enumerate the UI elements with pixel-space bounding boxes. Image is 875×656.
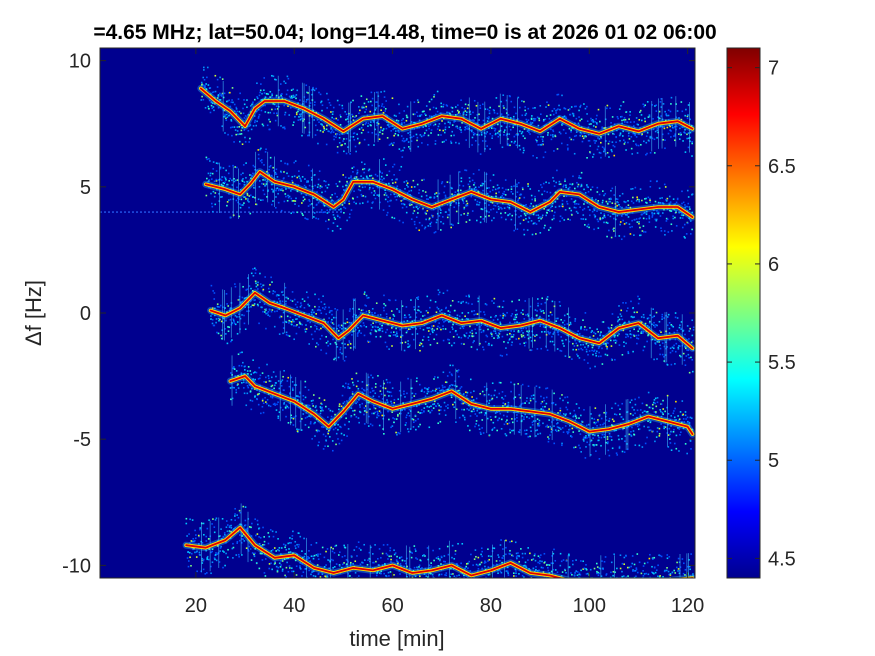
trace-ridge-4	[229, 375, 694, 435]
y-axis-ticks: 10 5 0 -5 -10	[62, 51, 695, 577]
colorbar-tick-label: 6.5	[768, 156, 796, 178]
x-tick-label: 60	[381, 595, 403, 617]
colorbar	[726, 47, 761, 579]
chart-title: =4.65 MHz; lat=50.04; long=14.48, time=0…	[93, 21, 716, 44]
colorbar-tick-label: 4.5	[768, 548, 796, 570]
y-axis-label: Δf [Hz]	[21, 280, 46, 346]
colorbar-tick-label: 7	[768, 58, 779, 80]
x-tick-label: 120	[671, 595, 704, 617]
trace-4	[226, 351, 695, 460]
y-tick-label: -5	[73, 429, 91, 451]
trace-ridge-1	[199, 87, 694, 135]
trace-ridge-2	[204, 170, 694, 218]
x-tick-label: 80	[480, 595, 502, 617]
x-tick-label: 20	[185, 595, 207, 617]
colorbar-tick-label: 5.5	[768, 352, 796, 374]
trace-1	[197, 66, 695, 159]
trace-2	[202, 147, 695, 241]
trace-ridge-3	[209, 291, 694, 350]
x-axis-ticks: 20 40 60 80 100 120	[185, 48, 704, 617]
trace-layer	[100, 66, 695, 578]
x-tick-label: 40	[283, 595, 305, 617]
colorbar-tick-label: 5	[768, 450, 779, 472]
x-tick-label: 100	[573, 595, 606, 617]
colorbar-tick-label: 6	[768, 254, 779, 276]
y-tick-label: 10	[69, 51, 91, 73]
trace-ridge-5	[185, 526, 694, 578]
y-tick-label: -10	[62, 555, 91, 577]
x-axis-label: time [min]	[349, 626, 444, 651]
colorbar-ticks: 7 6.5 6 5.5 5 4.5	[727, 58, 796, 570]
y-tick-label: 0	[80, 303, 91, 325]
y-tick-label: 5	[80, 177, 91, 199]
plot-area	[100, 48, 695, 578]
trace-3	[207, 267, 695, 374]
trace-5	[182, 503, 695, 578]
